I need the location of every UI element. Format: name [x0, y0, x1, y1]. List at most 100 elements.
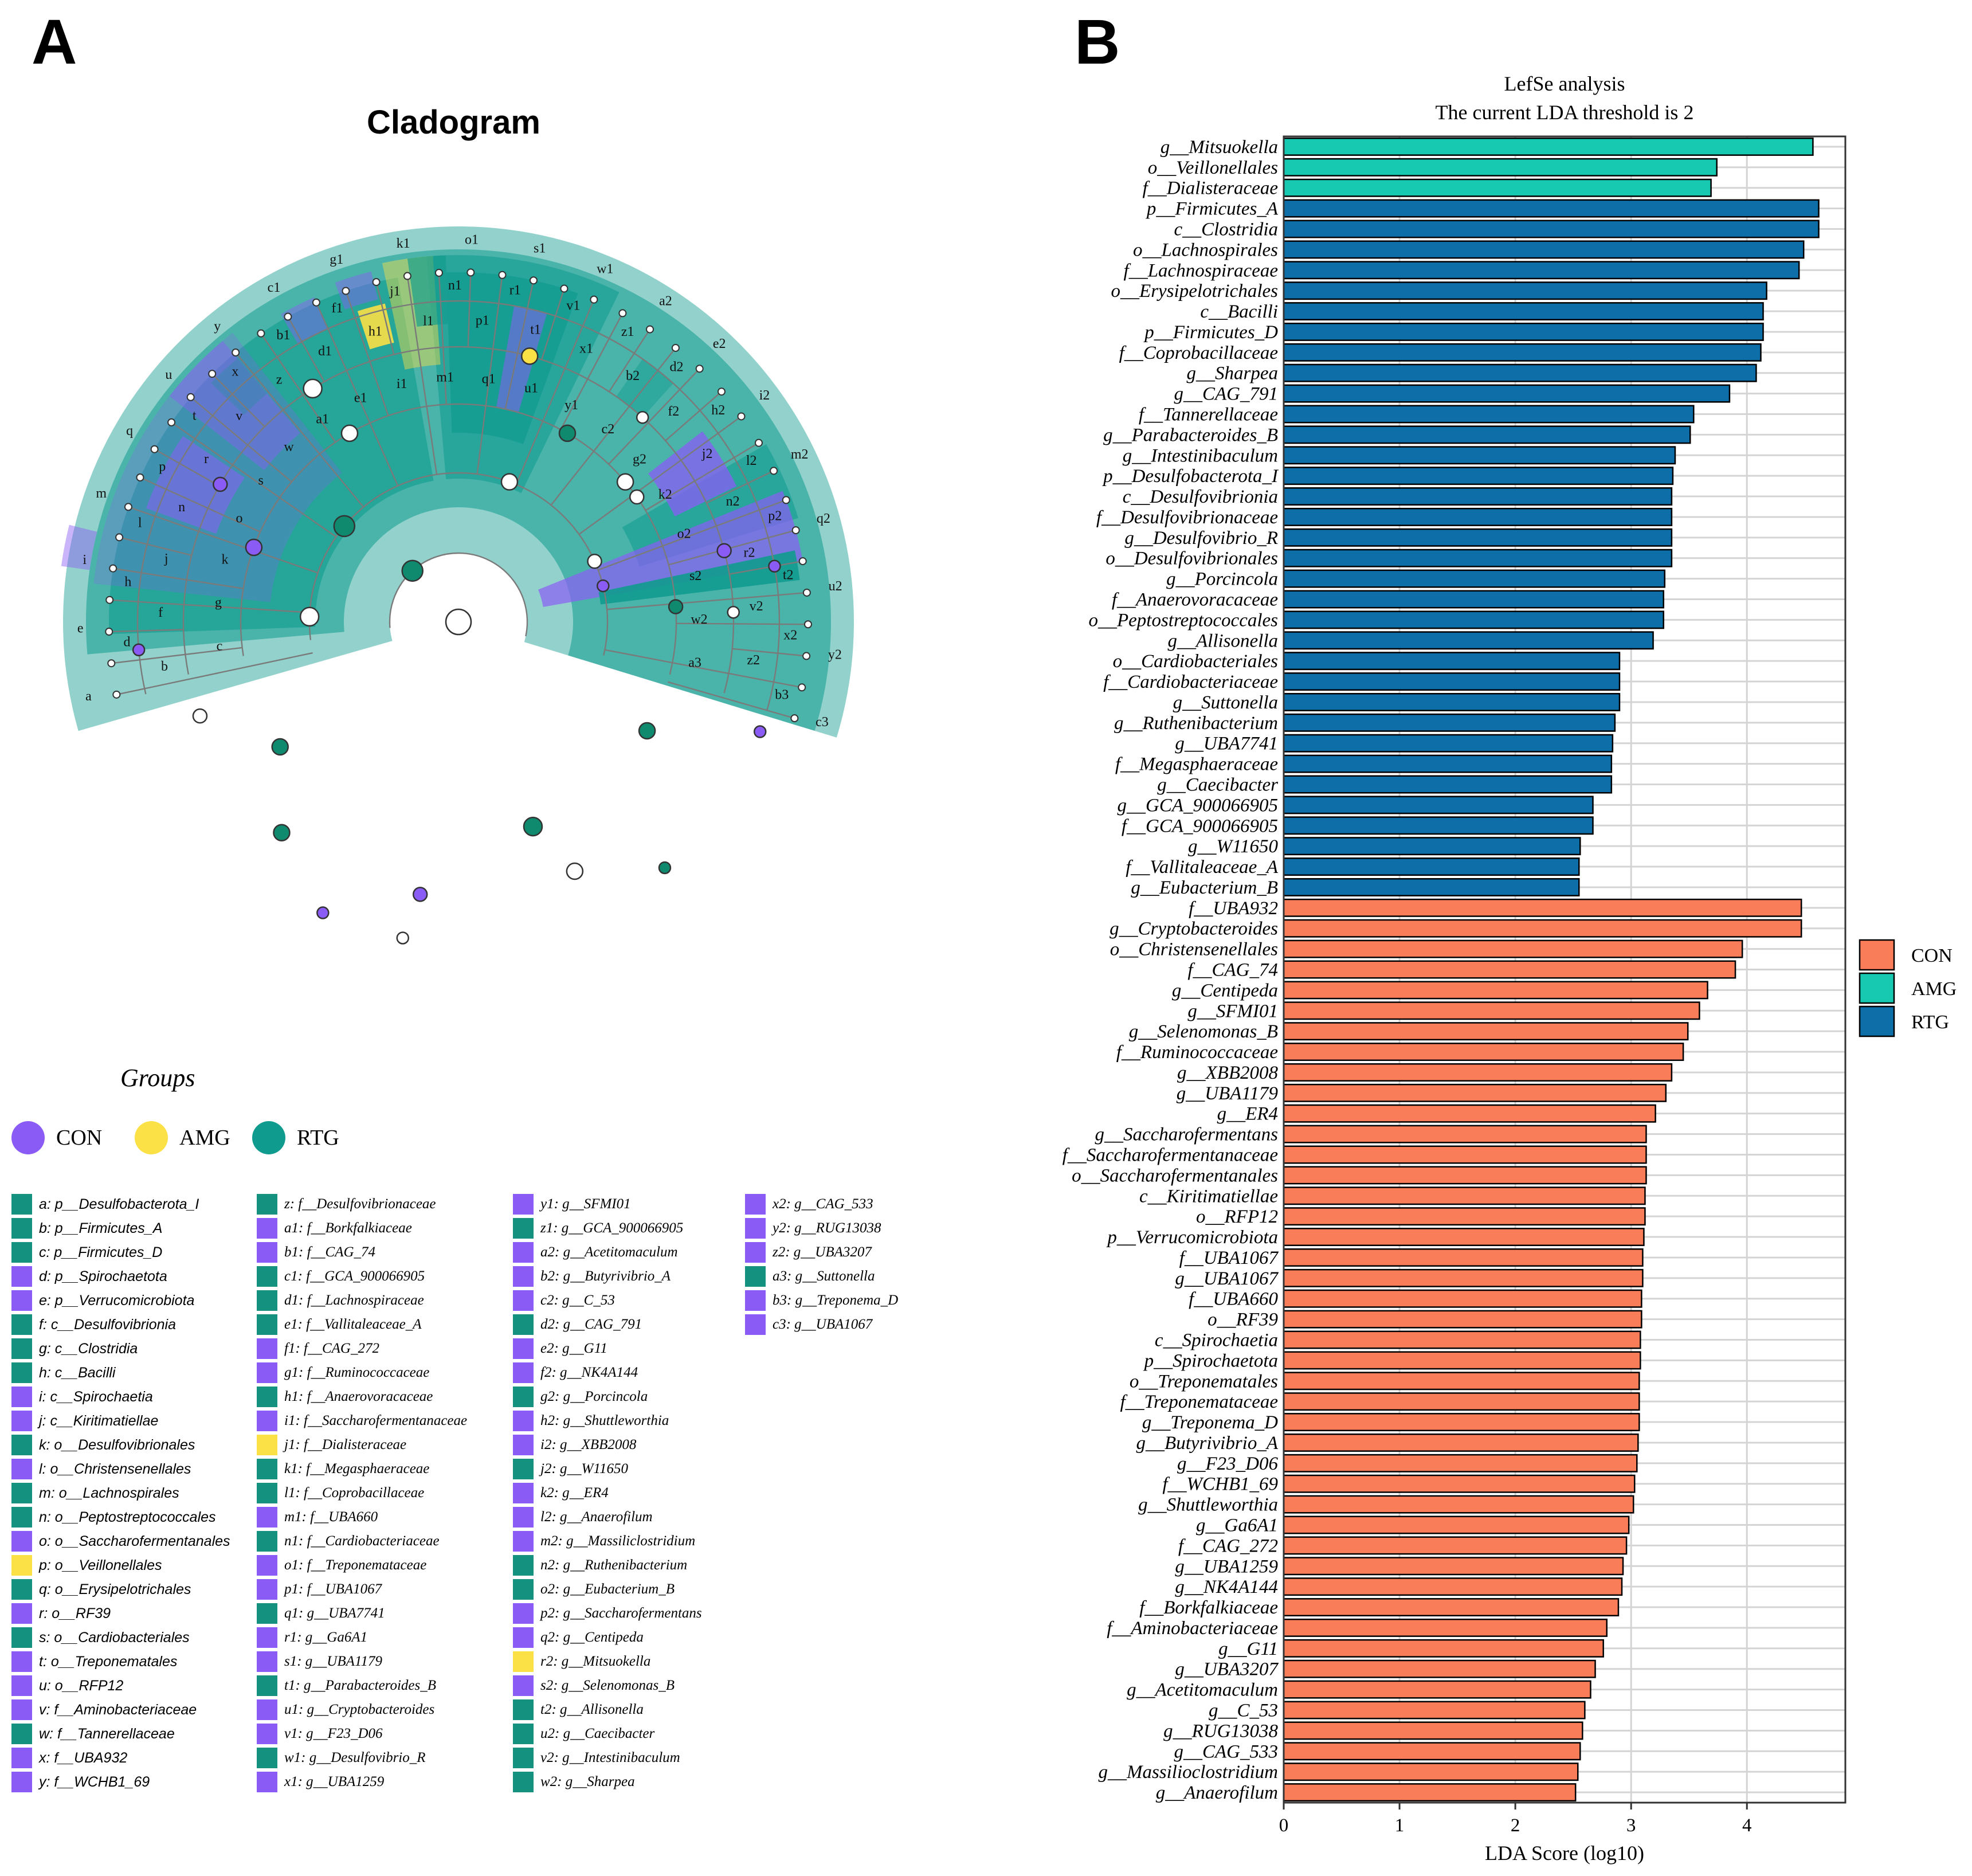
- category-label: f__UBA932: [1189, 898, 1278, 919]
- tree-branch: [645, 442, 759, 511]
- key-item: y1: g__SFMI01: [513, 1192, 702, 1216]
- key-swatch: [11, 1411, 32, 1431]
- node-label: y2: [828, 647, 842, 662]
- key-swatch: [257, 1218, 277, 1239]
- node-label: h1: [368, 324, 382, 339]
- node-label: x: [232, 364, 238, 379]
- key-label: n2: g__Ruthenibacterium: [540, 1557, 688, 1573]
- clade-highlight: [281, 297, 328, 344]
- key-swatch: [513, 1218, 534, 1239]
- category-label: g__XBB2008: [1177, 1063, 1278, 1083]
- key-swatch: [257, 1531, 277, 1552]
- key-item: f1: f__CAG_272: [257, 1337, 467, 1361]
- bar: [1283, 220, 1820, 238]
- key-swatch: [11, 1699, 32, 1720]
- node-label: n1: [448, 278, 462, 293]
- key-item: d: p__Spirochaetota: [11, 1264, 230, 1288]
- node-label: a2: [659, 294, 672, 309]
- key-label: m2: g__Massiliclostridium: [540, 1533, 696, 1549]
- key-swatch: [11, 1483, 32, 1503]
- category-label: o__RF39: [1207, 1310, 1278, 1330]
- key-item: u2: g__Caecibacter: [513, 1722, 702, 1746]
- node-label: o2: [677, 527, 691, 542]
- key-item: m: o__Lachnospirales: [11, 1481, 230, 1505]
- key-swatch: [257, 1579, 277, 1600]
- category-label: g__RUG13038: [1163, 1721, 1278, 1741]
- key-label: b1: f__CAG_74: [284, 1244, 376, 1260]
- node-label: p1: [476, 314, 489, 328]
- key-item: d1: f__Lachnospiraceae: [257, 1288, 467, 1313]
- key-swatch: [11, 1555, 32, 1576]
- bar: [1283, 796, 1594, 814]
- key-label: j2: g__W11650: [540, 1461, 628, 1476]
- node-label: k: [221, 552, 228, 567]
- bar: [1283, 425, 1691, 444]
- category-label: f__Cardiobacteriaceae: [1103, 672, 1278, 692]
- key-label: d2: g__CAG_791: [540, 1317, 642, 1332]
- tree-tip: [105, 628, 113, 636]
- key-item: o1: f__Treponemataceae: [257, 1553, 467, 1577]
- chart-title: LefSe analysis: [1504, 72, 1625, 95]
- key-item: g1: f__Ruminococcaceae: [257, 1361, 467, 1385]
- key-item: q1: g__UBA7741: [257, 1601, 467, 1626]
- bar: [1283, 960, 1736, 979]
- key-item: v: f__Aminobacteriaceae: [11, 1698, 230, 1722]
- tree-tip: [782, 496, 790, 504]
- key-label: q2: g__Centipeda: [540, 1630, 644, 1645]
- category-label: f__CAG_272: [1178, 1536, 1278, 1556]
- node-label: n2: [726, 494, 740, 509]
- category-label: f__Anaerovoracaceae: [1112, 590, 1278, 610]
- category-label: g__UBA1259: [1175, 1556, 1278, 1577]
- group-legend-dot: [135, 1121, 168, 1154]
- key-label: c3: g__UBA1067: [773, 1317, 873, 1332]
- bar: [1283, 734, 1614, 753]
- key-label: v1: g__F23_D06: [284, 1726, 383, 1741]
- bar: [1283, 1783, 1577, 1802]
- bar: [1283, 1289, 1642, 1308]
- tree-node: [753, 725, 767, 738]
- tree-branch: [235, 352, 364, 508]
- bar: [1283, 590, 1665, 609]
- x-tick-label: 1: [1395, 1815, 1405, 1836]
- tree-branch: [154, 448, 220, 487]
- key-item: n: o__Peptostreptococcales: [11, 1505, 230, 1529]
- tree-tip: [498, 271, 507, 279]
- category-label: g__Saccharofermentans: [1095, 1125, 1278, 1145]
- panel-label-a: A: [32, 7, 77, 77]
- key-item: b2: g__Butyrivibrio_A: [513, 1264, 702, 1288]
- tree-branch: [139, 476, 261, 533]
- key-swatch: [257, 1411, 277, 1431]
- key-item: u1: g__Cryptobacteroides: [257, 1698, 467, 1722]
- key-swatch: [745, 1242, 766, 1263]
- bar: [1283, 713, 1616, 732]
- node-label: i2: [759, 388, 770, 403]
- category-label: f__Treponemataceae: [1120, 1392, 1278, 1412]
- tree-node: [658, 861, 672, 875]
- key-item: n1: f__Cardiobacteriaceae: [257, 1529, 467, 1553]
- bar: [1283, 1763, 1579, 1781]
- category-label: f__Megasphaeraceae: [1115, 754, 1278, 775]
- key-column: x2: g__CAG_533 y2: g__RUG13038 z2: g__UBA3…: [745, 1192, 898, 1337]
- node-label: d1: [318, 344, 332, 359]
- key-label: w2: g__Sharpea: [540, 1774, 635, 1789]
- key-item: s1: g__UBA1179: [257, 1650, 467, 1674]
- key-label: k1: f__Megasphaeraceae: [284, 1461, 430, 1476]
- key-item: r2: g__Mitsuokella: [513, 1650, 702, 1674]
- key-item: i1: f__Saccharofermentanaceae: [257, 1409, 467, 1433]
- tree-branch: [598, 499, 787, 571]
- bar: [1283, 837, 1581, 856]
- key-swatch: [257, 1507, 277, 1528]
- bar: [1283, 1721, 1583, 1740]
- key-swatch: [257, 1266, 277, 1287]
- key-label: r1: g__Ga6A1: [284, 1630, 368, 1645]
- tree-tip: [109, 564, 117, 573]
- key-label: x1: g__UBA1259: [284, 1774, 385, 1789]
- tree-tip: [115, 533, 124, 542]
- key-item: r: o__RF39: [11, 1601, 230, 1626]
- tree-branch: [112, 567, 244, 590]
- tree-branch: [476, 275, 503, 475]
- bar: [1283, 652, 1621, 671]
- key-item: j: c__Kiritimatiellae: [11, 1409, 230, 1433]
- key-item: v1: g__F23_D06: [257, 1722, 467, 1746]
- tree-node: [638, 722, 656, 740]
